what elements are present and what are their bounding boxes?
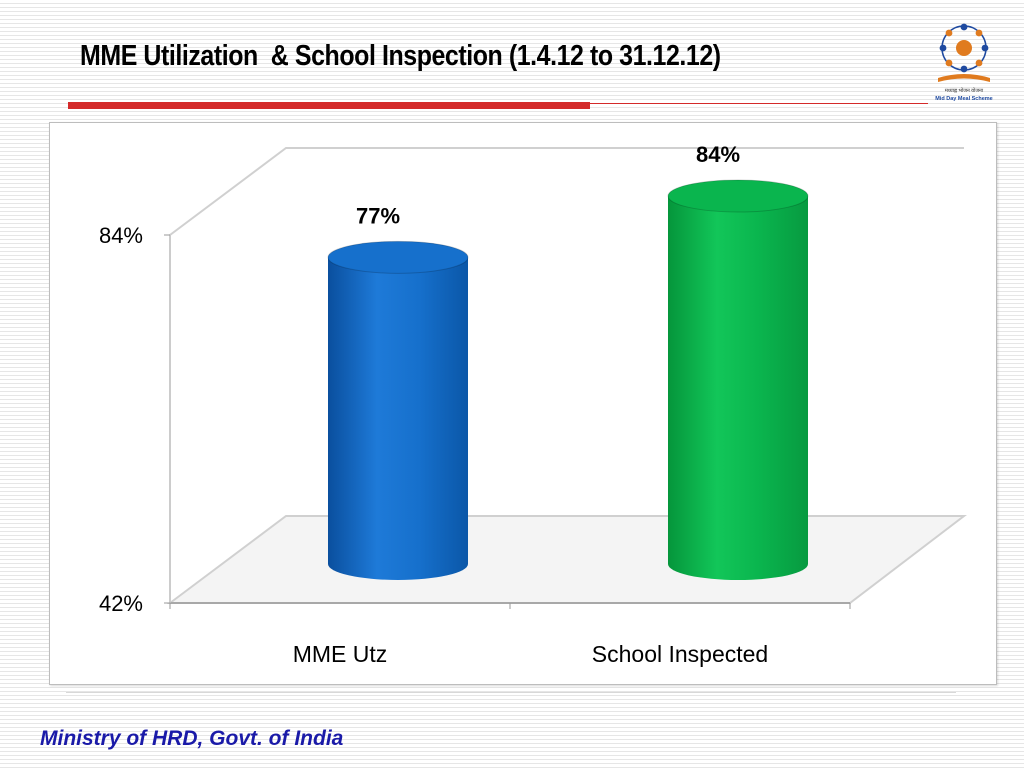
y-tick-label: 84%	[99, 223, 143, 248]
logo-text-english: Mid Day Meal Scheme	[935, 96, 992, 102]
x-tick-label: MME Utz	[293, 641, 388, 667]
axes	[164, 234, 851, 609]
title-underline-thin	[590, 103, 928, 104]
bar-top	[667, 179, 809, 213]
chart-area: 42% 84% 77% MME Utz 84% School Inspected	[49, 122, 997, 685]
logo-emblem-icon	[938, 23, 990, 82]
bar-2	[667, 179, 809, 580]
data-label: 77%	[356, 203, 400, 228]
bar-body	[668, 196, 808, 580]
labels: 42% 84% 77% MME Utz 84% School Inspected	[99, 142, 768, 667]
slide-title: MME Utilization & School Inspection (1.4…	[80, 40, 721, 72]
x-tick-label: School Inspected	[592, 641, 768, 667]
logo-text-hindi: मध्याह्न भोजन योजना	[945, 87, 984, 94]
bar-1	[327, 240, 469, 580]
chart-walls	[167, 147, 967, 604]
bottom-rule	[66, 692, 956, 693]
data-label: 84%	[696, 142, 740, 167]
bar-chart: 42% 84% 77% MME Utz 84% School Inspected	[99, 142, 967, 667]
title-underline-accent	[68, 102, 590, 109]
bars	[327, 179, 809, 580]
floor	[167, 515, 967, 604]
bar-top	[327, 240, 469, 274]
footer-text: Ministry of HRD, Govt. of India	[40, 727, 344, 750]
y-tick-label: 42%	[99, 591, 143, 616]
mid-day-meal-logo: मध्याह्न भोजन योजना Mid Day Meal Scheme	[935, 23, 993, 102]
bar-body	[328, 257, 468, 580]
